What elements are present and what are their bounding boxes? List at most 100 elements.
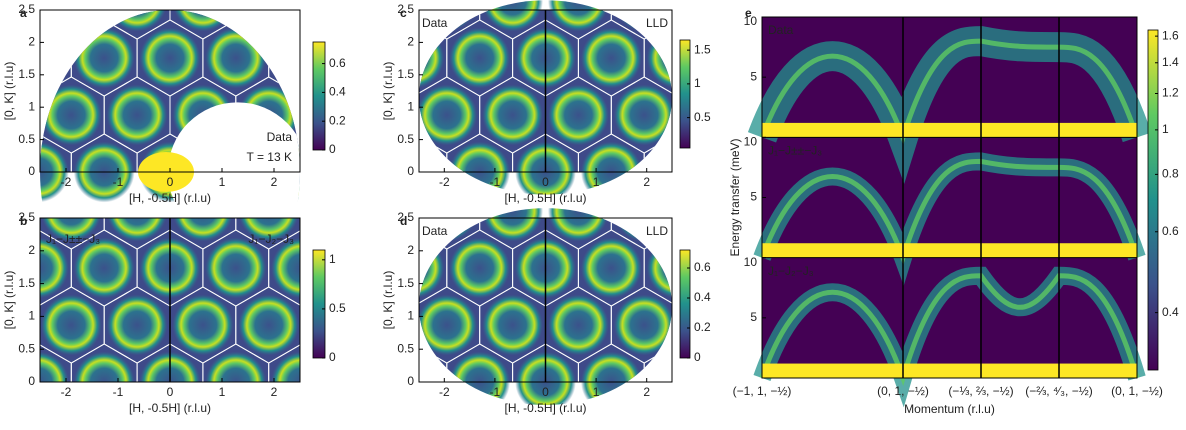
annotation: LLD [646, 16, 668, 30]
x-tick-label: (0, 1, −½) [1111, 384, 1163, 398]
intensity-ring [318, 238, 379, 299]
x-axis-label: [H, -0.5H] (r.l.u) [504, 401, 586, 415]
x-tick-label: 0 [167, 175, 174, 189]
intensity-ring [205, 238, 266, 299]
y-tick-label: 1 [407, 309, 414, 323]
colorbar [313, 42, 325, 150]
colorbar [680, 250, 690, 358]
x-tick-label: (−⅔, ⁴⁄₃, −½) [1025, 384, 1092, 398]
x-tick-label: 0 [167, 385, 174, 399]
zone-boundary [236, 0, 302, 39]
x-tick-label: 0 [542, 385, 549, 399]
panel-letter: e [745, 6, 752, 20]
colorbar-tick-label: 1.2 [1162, 86, 1179, 100]
annotation: J₁−J±±−J₃ [46, 232, 100, 246]
colorbar [680, 40, 690, 148]
subpanel-title: J₁−J±±−J₃ [768, 144, 822, 158]
y-tick-label: 0 [28, 374, 35, 388]
x-tick-label: -2 [61, 175, 72, 189]
subpanel-title: J₁−J₂−J₃ [768, 264, 814, 278]
x-axis-label: [H, -0.5H] (r.l.u) [129, 191, 211, 205]
colorbar-tick-label: 0.6 [694, 260, 711, 274]
intensity-ring [41, 295, 102, 356]
x-tick-label: -2 [439, 175, 450, 189]
intensity-ring [304, 181, 365, 242]
intensity-ring [238, 295, 299, 356]
colorbar-tick-label: 0.2 [329, 113, 346, 127]
y-tick-label: 5 [750, 310, 757, 324]
colorbar-tick-label: 1 [694, 76, 701, 90]
intensity-ring [318, 352, 379, 413]
x-tick-label: (−1, 1, −½) [733, 384, 792, 398]
x-tick-label: (0, 1, −½) [877, 384, 929, 398]
y-axis-label: [0, K] (r.l.u) [381, 62, 395, 121]
intensity-ring [8, 238, 69, 299]
annotation: J₁−J₂−J₃ [248, 232, 294, 246]
y-tick-label: 2 [407, 243, 414, 257]
y-axis-label: [0, K] (r.l.u) [2, 271, 16, 330]
x-tick-label: (−⅓, ⅔, −½) [948, 384, 1013, 398]
panel-letter: d [400, 214, 407, 228]
intensity-ring [107, 295, 168, 356]
intensity-ring [449, 238, 510, 299]
x-tick-label: 0 [542, 175, 549, 189]
y-tick-label: 2 [28, 243, 35, 257]
y-tick-label: 1 [407, 99, 414, 113]
intensity-ring [416, 295, 477, 356]
intensity-ring [0, 352, 3, 413]
figure: -2-101200.511.522.5a[H, -0.5H] (r.l.u)[0… [0, 0, 1186, 430]
y-tick-label: 0 [407, 374, 414, 388]
elastic-line [762, 364, 1137, 378]
zone-boundary [302, 0, 368, 39]
x-tick-label: -1 [113, 175, 124, 189]
x-axis-label: [H, -0.5H] (r.l.u) [129, 401, 211, 415]
x-tick-label: 2 [271, 175, 278, 189]
intensity-ring [548, 85, 609, 146]
zone-boundary [0, 344, 6, 420]
colorbar-tick-label: 1.4 [1162, 55, 1179, 69]
x-axis-label: [H, -0.5H] (r.l.u) [504, 191, 586, 205]
colorbar-tick-label: 1 [329, 252, 336, 266]
x-tick-label: 2 [643, 385, 650, 399]
colorbar [313, 250, 325, 358]
intensity-ring [482, 85, 543, 146]
intensity-ring [318, 142, 379, 203]
colorbar-tick-label: 1.6 [1162, 28, 1179, 42]
zone-boundary [38, 0, 104, 39]
intensity-ring [0, 142, 3, 203]
y-axis-label: [0, K] (r.l.u) [2, 62, 16, 121]
intensity-ring [614, 85, 675, 146]
intensity-ring [680, 0, 741, 31]
y-tick-label: 1.5 [18, 67, 35, 81]
intensity-ring [337, 142, 398, 203]
colorbar [1148, 30, 1158, 370]
zone-boundary [335, 134, 401, 210]
y-axis-label: [0, K] (r.l.u) [381, 271, 395, 330]
colorbar-tick-label: 0.6 [1162, 224, 1179, 238]
y-tick-label: 2 [28, 35, 35, 49]
y-tick-label: 0.5 [18, 132, 35, 146]
intensity-ring [41, 0, 102, 31]
colorbar-tick-label: 0.8 [1162, 167, 1179, 181]
y-tick-label: 1 [28, 309, 35, 323]
colorbar-tick-label: 0.2 [694, 320, 711, 334]
annotation: Data [267, 130, 293, 144]
annotation: LLD [646, 224, 668, 238]
y-tick-label: 0.5 [18, 341, 35, 355]
intensity-ring [416, 85, 477, 146]
intensity-ring [581, 28, 642, 89]
y-tick-label: 0 [407, 164, 414, 178]
intensity-ring [8, 28, 69, 89]
panel-letter: c [400, 6, 407, 20]
x-tick-label: -2 [439, 385, 450, 399]
intensity-ring [304, 0, 365, 31]
x-tick-label: 2 [643, 175, 650, 189]
y-tick-label: 1.5 [18, 276, 35, 290]
intensity-ring [205, 28, 266, 89]
subpanel-title: Data [768, 23, 794, 37]
x-tick-label: 1 [593, 385, 600, 399]
colorbar-tick-label: 0.5 [694, 110, 711, 124]
annotation: T = 13 K [247, 150, 292, 164]
intensity-ring [74, 238, 135, 299]
intensity-ring [74, 28, 135, 89]
